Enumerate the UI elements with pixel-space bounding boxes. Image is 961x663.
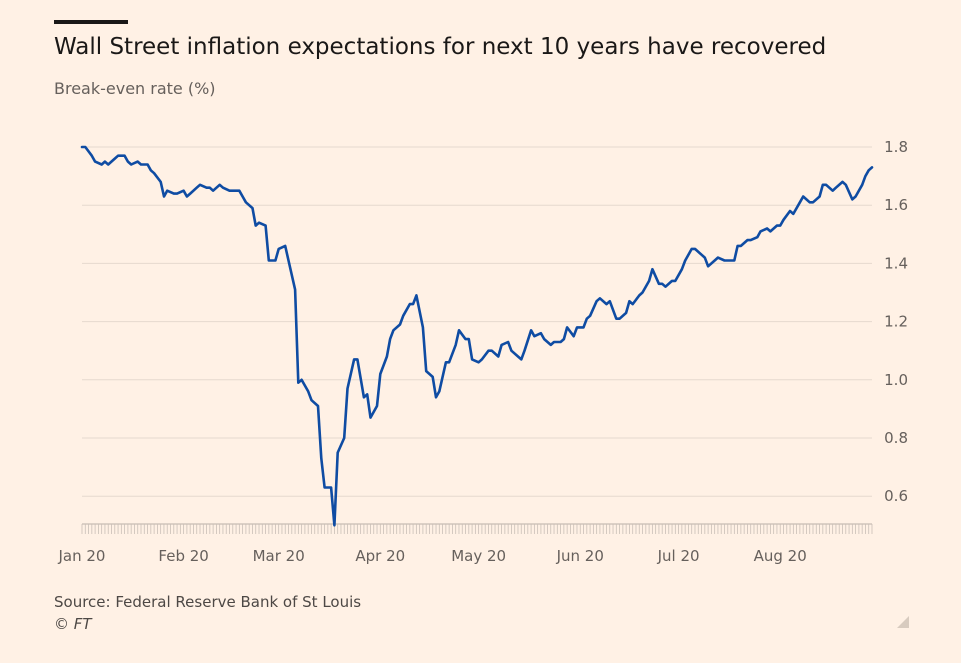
y-tick-label: 1.6 — [884, 196, 908, 214]
x-axis: Jan 20 Feb 20 Mar 20 Apr 20 May 20 Jun 20 Jul … — [58, 523, 873, 565]
y-tick-label: 1.4 — [884, 254, 908, 272]
x-tick-label: Jul 20 — [657, 547, 700, 565]
x-tick-label: Mar 20 — [253, 547, 305, 565]
y-tick-label: 0.6 — [884, 487, 908, 505]
x-tick-label: Jan 20 — [58, 547, 106, 565]
series-line — [80, 145, 874, 527]
y-tick-label: 1.8 — [884, 138, 908, 156]
x-tick-label: Jun 20 — [556, 547, 604, 565]
source-note: Source: Federal Reserve Bank of St Louis — [54, 593, 362, 611]
y-tick-label: 0.8 — [884, 429, 908, 447]
x-tick-label: Apr 20 — [355, 547, 405, 565]
series-group — [80, 145, 874, 527]
y-axis: 0.6 0.8 1.0 1.2 1.4 1.6 1.8 — [884, 138, 908, 505]
x-tick-label: May 20 — [451, 547, 506, 565]
grid-lines — [82, 146, 872, 497]
y-tick-label: 1.2 — [884, 313, 908, 331]
credit-note: © FT — [54, 615, 92, 633]
brand-rule — [54, 20, 128, 24]
x-tick-label: Feb 20 — [158, 547, 208, 565]
y-tick-label: 1.0 — [884, 371, 908, 389]
chart-subtitle: Break-even rate (%) — [54, 79, 216, 98]
resize-handle-icon[interactable] — [897, 616, 909, 628]
chart-title: Wall Street inflation expectations for n… — [54, 34, 827, 60]
x-tick-label: Aug 20 — [754, 547, 807, 565]
